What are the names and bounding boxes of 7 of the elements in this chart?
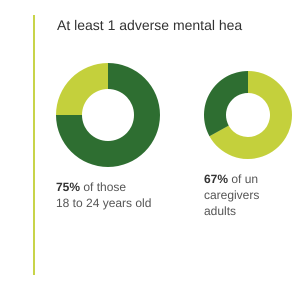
donut-slice [204,71,248,136]
chart-title: At least 1 adverse mental hea [57,17,242,33]
donut-slice [56,63,160,167]
text: 75% of those 18 to 24 years old [56,180,152,210]
text: 67% of un caregivers adults [204,172,260,218]
donut-slice [209,71,292,159]
donut-slice [56,63,108,115]
